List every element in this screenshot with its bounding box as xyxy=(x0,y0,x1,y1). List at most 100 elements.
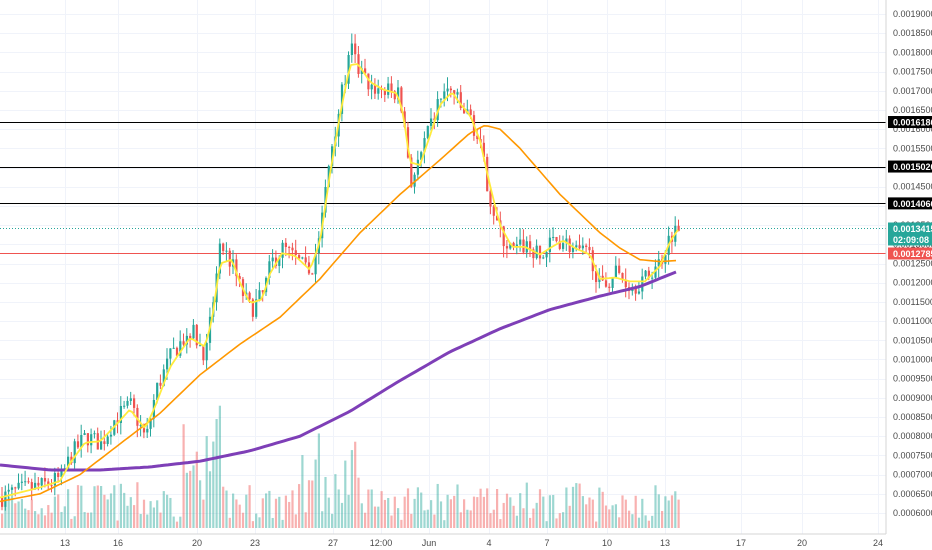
level-price-tag-text: 0.0014066 xyxy=(893,199,932,209)
y-tick-label: 0.0012500 xyxy=(893,259,932,269)
candle xyxy=(109,434,113,437)
volume-bar xyxy=(446,494,449,528)
candle xyxy=(664,254,667,264)
candle xyxy=(43,478,47,482)
candle xyxy=(80,434,83,448)
volume-bar xyxy=(469,510,472,528)
x-tick-label: 10 xyxy=(602,538,612,548)
candle xyxy=(562,243,565,249)
candle xyxy=(281,242,284,258)
candle xyxy=(50,485,53,487)
volume-bar xyxy=(327,497,330,528)
grid xyxy=(0,0,886,534)
x-tick-label: 20 xyxy=(797,538,807,548)
volume-bar xyxy=(152,507,155,528)
y-tick-label: 0.0006000 xyxy=(893,508,932,518)
candle xyxy=(538,245,542,259)
volume-bar xyxy=(545,521,548,528)
candle xyxy=(340,84,344,114)
volume-bar xyxy=(212,441,215,528)
candle xyxy=(439,98,443,100)
candle xyxy=(420,152,423,160)
volume-bar xyxy=(558,513,561,528)
volume-bar xyxy=(357,477,360,528)
volume-bar xyxy=(103,494,106,528)
volume-bar xyxy=(172,516,175,528)
candle xyxy=(604,280,608,287)
volume-bar xyxy=(76,485,80,528)
price-axis[interactable] xyxy=(885,0,932,534)
candle xyxy=(146,428,149,433)
candle xyxy=(261,290,264,293)
candle xyxy=(37,482,40,486)
volume-bar xyxy=(647,520,650,528)
candle xyxy=(364,68,367,74)
volume-bar xyxy=(360,503,363,528)
candle xyxy=(1,497,4,507)
volume-bar xyxy=(644,515,647,528)
candle xyxy=(34,482,37,490)
volume-bar xyxy=(555,518,558,528)
volume-bar xyxy=(588,497,591,528)
volume-bar xyxy=(90,512,93,528)
level-price-tag: 0.0016186 xyxy=(888,116,932,129)
volume-bar xyxy=(192,465,195,528)
volume-bar xyxy=(258,517,261,528)
candle xyxy=(545,252,548,258)
volume-bar xyxy=(364,512,367,528)
volume-bar xyxy=(126,505,129,528)
volume-bar xyxy=(486,488,489,528)
x-tick-label: 27 xyxy=(328,538,338,548)
candle xyxy=(571,247,575,252)
candle xyxy=(416,159,419,175)
volume-bar xyxy=(439,501,443,528)
candle xyxy=(575,245,578,248)
volume-bar xyxy=(225,490,228,528)
candle xyxy=(423,138,426,153)
candle xyxy=(304,257,307,263)
volume-bar xyxy=(311,480,314,528)
red-level-tag: 0.0012785 xyxy=(888,247,932,260)
volume-bar xyxy=(1,513,4,528)
candle xyxy=(505,246,509,249)
volume-bar xyxy=(156,500,159,528)
volume-bar xyxy=(281,519,284,528)
volume-bar xyxy=(232,493,235,528)
y-tick-label: 0.0015500 xyxy=(893,143,932,153)
y-tick-label: 0.0014500 xyxy=(893,182,932,192)
candle xyxy=(284,242,287,247)
volume-bar xyxy=(529,517,532,528)
volume-bar xyxy=(50,512,53,528)
ma-fast-line xyxy=(0,63,679,499)
candle xyxy=(522,239,525,253)
volume-bar xyxy=(604,505,608,528)
candle xyxy=(410,157,413,187)
x-tick-label: 17 xyxy=(736,538,746,548)
candle xyxy=(634,287,637,294)
candle xyxy=(185,335,188,345)
candle xyxy=(403,111,406,128)
candle xyxy=(367,73,370,90)
volume-bar xyxy=(133,505,136,528)
candle xyxy=(492,206,495,216)
volume-bar xyxy=(509,497,512,528)
candle xyxy=(311,273,314,275)
volume-bar xyxy=(453,495,456,528)
candle xyxy=(298,255,301,259)
y-tick-label: 0.0006500 xyxy=(893,489,932,499)
candle xyxy=(159,382,162,386)
volume-bar xyxy=(53,496,56,528)
time-axis[interactable]: 13 16 20 23 27 12:00 Jun 4 7 10 13 17 20 24 xyxy=(0,533,886,548)
volume-bar xyxy=(291,490,294,528)
x-tick-label: Jun xyxy=(422,538,437,548)
y-tick-label: 0.0010500 xyxy=(893,335,932,345)
volume-bar xyxy=(24,508,27,528)
candle xyxy=(238,276,241,280)
volume-bar xyxy=(109,493,113,528)
candle xyxy=(469,109,472,116)
volume-bar xyxy=(271,517,274,528)
candle xyxy=(624,279,627,288)
candle xyxy=(24,481,27,483)
candle xyxy=(430,118,433,126)
